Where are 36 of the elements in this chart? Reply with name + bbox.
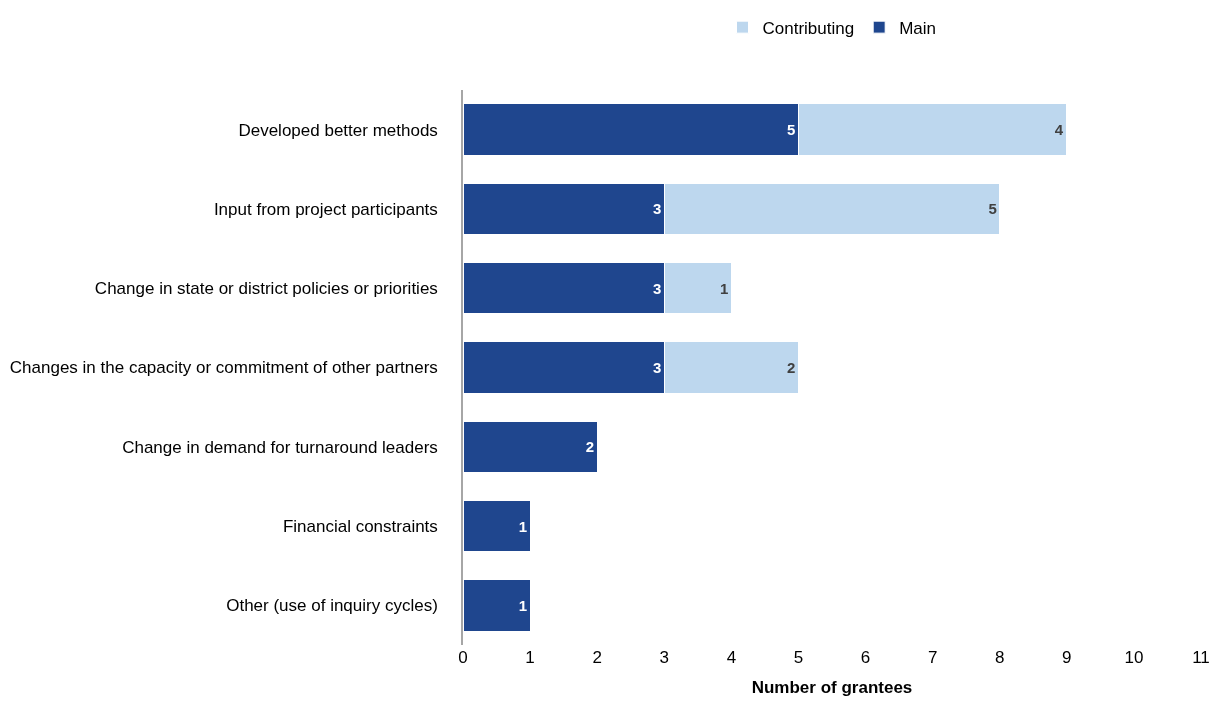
x-tick-label: 3 [659, 648, 669, 667]
x-tick-label: 11 [1192, 648, 1210, 667]
x-tick-label: 0 [458, 648, 468, 667]
x-tick-label: 2 [592, 648, 602, 667]
data-label: 5 [988, 200, 997, 218]
x-tick-label: 7 [927, 648, 938, 667]
x-tick-label: 5 [793, 648, 804, 667]
data-label: 1 [518, 596, 528, 614]
x-tick-label: 6 [860, 648, 871, 667]
legend-label: Contributing [762, 18, 855, 38]
legend-label: Main [899, 18, 937, 38]
bar [463, 579, 531, 632]
y-tick-label: Changes in the capacity or commitment of other partners [9, 358, 438, 378]
data-label: 3 [652, 279, 662, 297]
y-tick-label: Developed better methods [238, 120, 438, 140]
y-tick-label: Financial constraints [282, 517, 438, 537]
data-label: 4 [1054, 121, 1064, 139]
bar [463, 420, 598, 474]
x-tick-label: 10 [1124, 648, 1144, 667]
y-tick-label: Change in demand for turnaround leaders [122, 437, 438, 457]
y-tick-label: Other (use of inquiry cycles) [226, 596, 438, 616]
x-tick-label: 4 [726, 648, 737, 667]
data-label: 3 [652, 359, 662, 376]
x-tick-label: 9 [1062, 648, 1072, 667]
data-label: 1 [518, 517, 528, 535]
data-label: 3 [652, 200, 662, 218]
x-tick-label: 8 [995, 648, 1005, 667]
x-tick-label: 1 [525, 648, 535, 667]
y-tick-label: Change in state or district policies or priorities [94, 279, 438, 299]
data-label: 1 [720, 279, 729, 297]
data-label: 2 [585, 438, 595, 456]
bar [463, 499, 531, 553]
data-label: 2 [787, 359, 796, 376]
y-tick-label: Input from project participants [213, 199, 438, 219]
data-label: 5 [787, 121, 796, 139]
x-axis-title: Number of grantees [751, 678, 913, 698]
